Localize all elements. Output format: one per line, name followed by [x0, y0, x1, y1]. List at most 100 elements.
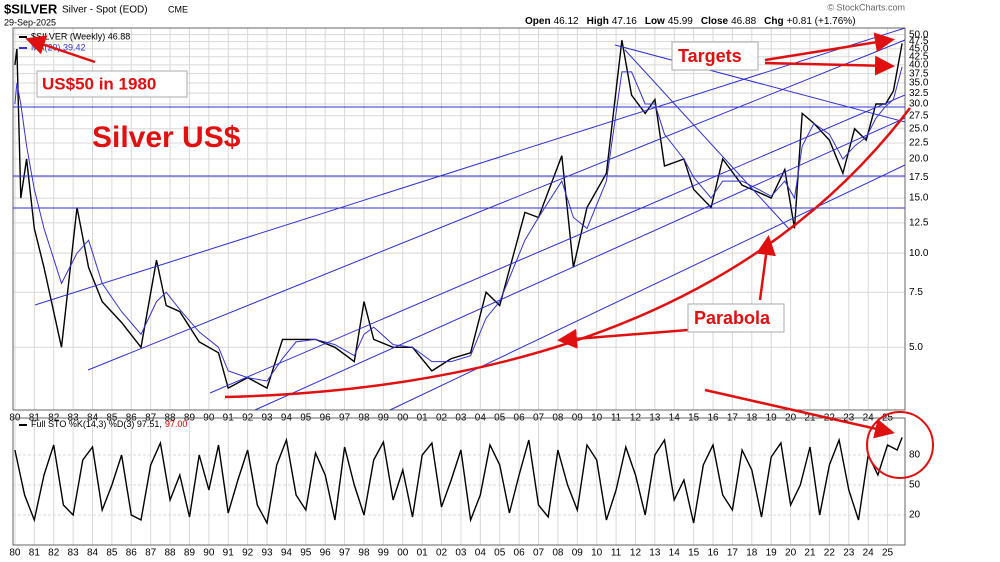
x-tick-label: 07 — [533, 548, 545, 559]
x-tick-label: 93 — [261, 548, 273, 559]
x-tick-label: 19 — [766, 548, 778, 559]
x-tick-label: 20 — [785, 548, 797, 559]
symbol: $SILVER — [4, 1, 58, 16]
y-tick-label: 17.5 — [909, 172, 929, 183]
x-tick-label: 87 — [145, 548, 157, 559]
x-tick-label: 90 — [203, 548, 215, 559]
ohlc-label: Chg — [764, 16, 783, 27]
x-tick-label: 23 — [843, 548, 855, 559]
annotation: Parabola — [694, 308, 771, 328]
y-tick-label: 7.5 — [909, 287, 923, 298]
x-tick-label: 01 — [417, 548, 429, 559]
x-tick-label: 98 — [358, 548, 370, 559]
series-line — [14, 437, 903, 526]
x-tick-label: 91 — [223, 548, 235, 559]
x-tick-label: 96 — [320, 548, 332, 559]
ohlc-value: +0.81 (+1.76%) — [787, 16, 856, 27]
x-tick-label: 83 — [68, 548, 80, 559]
x-tick-label: 05 — [494, 548, 506, 559]
trendline — [614, 44, 906, 123]
annotation-arrow — [764, 55, 895, 76]
y-tick-label: 50 — [909, 480, 921, 491]
x-tick-label: 89 — [184, 548, 196, 559]
x-tick-label: 11 — [611, 548, 622, 559]
ohlc-label: High — [587, 16, 609, 27]
y-tick-label: 27.5 — [909, 110, 929, 121]
y-tick-label: 45.0 — [909, 44, 929, 55]
x-tick-label: 10 — [591, 548, 603, 559]
y-tick-label: 32.5 — [909, 88, 929, 99]
trendline — [34, 27, 906, 306]
indicator-label: Full STO %K(14,3) %D(3) 97.51, 97.00 — [31, 419, 187, 429]
ohlc-label: Close — [701, 16, 729, 27]
x-tick-label: 08 — [552, 548, 564, 559]
ohlc-value: 47.16 — [612, 16, 637, 27]
x-tick-label: 14 — [669, 548, 681, 559]
note-box — [671, 41, 759, 71]
y-tick-label: 47.5 — [909, 36, 929, 47]
x-tick-label: 22 — [824, 548, 836, 559]
annotation-arrow — [764, 32, 895, 62]
x-tick-label: 18 — [746, 548, 758, 559]
ohlc-value: 46.12 — [554, 16, 579, 27]
x-tick-label: 97 — [339, 548, 351, 559]
annotation-arrow — [756, 235, 776, 301]
x-tick-label: 86 — [126, 548, 138, 559]
x-tick-label: 21 — [804, 548, 816, 559]
legend-label: $SILVER (Weekly) 46.88 — [31, 31, 130, 41]
note-box — [36, 70, 188, 98]
x-tick-label: 02 — [436, 548, 448, 559]
highlight-circle — [866, 411, 934, 479]
y-tick-label: 12.5 — [909, 217, 929, 228]
x-tick-label: 03 — [455, 548, 467, 559]
y-tick-label: 15.0 — [909, 193, 929, 204]
y-tick-label: 5.0 — [909, 342, 923, 353]
ohlc-label: Open — [525, 16, 551, 27]
y-tick-label: 25.0 — [909, 123, 929, 134]
trendline — [624, 49, 791, 231]
trendline — [209, 94, 906, 394]
y-tick-label: 80 — [909, 450, 921, 461]
y-tick-label: 20 — [909, 510, 921, 521]
series-line — [14, 40, 903, 390]
x-tick-label: 13 — [649, 548, 661, 559]
ohlc: Open 46.12 High 47.16 Low 45.99 Close 46.88 Chg +… — [525, 16, 856, 27]
x-tick-label: 81 — [29, 548, 41, 559]
ohlc-label: Low — [645, 16, 665, 27]
x-tick-label: 84 — [87, 548, 99, 559]
x-tick-label: 80 — [9, 548, 21, 559]
x-tick-label: 09 — [572, 548, 584, 559]
y-tick-label: 20.0 — [909, 154, 929, 165]
ohlc-value: 46.88 — [731, 16, 756, 27]
y-tick-label: 22.5 — [909, 138, 929, 149]
series-line — [14, 66, 903, 382]
y-tick-label: 50.0 — [909, 29, 929, 40]
ohlc-value: 45.99 — [668, 16, 693, 27]
y-tick-label: 37.5 — [909, 68, 929, 79]
x-tick-label: 12 — [630, 548, 642, 559]
annotation-arrow — [25, 35, 96, 64]
indicator-title: Full STO %K(14,3) %D(3) 97.51, — [31, 419, 162, 429]
copyright: © StockCharts.com — [827, 2, 905, 12]
x-tick-label: 88 — [165, 548, 177, 559]
note-box — [687, 303, 785, 333]
x-tick-label: 06 — [514, 548, 526, 559]
annotation-title: Silver US$ — [92, 121, 241, 154]
annotation-arrow — [557, 328, 689, 349]
x-tick-label: 24 — [863, 548, 875, 559]
legend-label: MA(20) 39.42 — [31, 42, 86, 52]
x-tick-label: 82 — [48, 548, 60, 559]
x-tick-label: 95 — [300, 548, 312, 559]
y-tick-label: 40.0 — [909, 60, 929, 71]
exchange: CME — [168, 4, 188, 14]
parabola — [224, 107, 911, 399]
y-tick-label: 42.5 — [909, 51, 929, 62]
panel-frame — [12, 417, 906, 546]
x-tick-label: 16 — [707, 548, 719, 559]
indicator-d: 97.00 — [165, 419, 188, 429]
instrument-name: Silver - Spot (EOD) — [62, 5, 148, 16]
annotation-arrow — [704, 388, 895, 439]
x-tick-label: 94 — [281, 548, 293, 559]
trendline — [87, 39, 906, 371]
